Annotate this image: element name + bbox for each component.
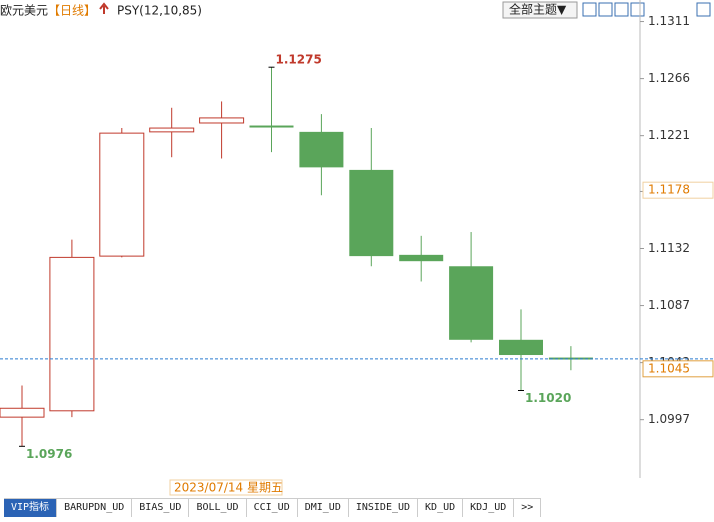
chart: 欧元美元 【日线】 PSY(12,10,85) 全部主题▼ 1.0997 1.10…	[0, 0, 714, 496]
tab[interactable]: KD_UD	[418, 499, 464, 517]
date-box	[169, 479, 283, 496]
tool-button[interactable]	[582, 2, 597, 17]
candle-body	[399, 254, 444, 262]
annotation-label: 1.1275	[276, 53, 322, 67]
candle-body	[199, 117, 245, 124]
y-tick-label: 1.1266	[648, 71, 690, 85]
y-tick-label: 1.0997	[648, 412, 690, 426]
annotation-label: 1.1020	[525, 391, 571, 405]
date-label: 2023/07/14 星期五	[174, 481, 283, 495]
tab[interactable]: CCI_UD	[247, 499, 298, 517]
cursor-box	[642, 181, 714, 199]
tab-bar: VIP指标 BARUPDN_UD BIAS_UD BOLL_UD CCI_UD DMI_U…	[4, 498, 542, 517]
y-tick-label: 1.1311	[648, 14, 690, 28]
y-tick-label: 1.1221	[648, 128, 690, 142]
candle-body	[0, 407, 45, 418]
candle-body	[99, 132, 145, 257]
arrow-icon	[99, 2, 109, 14]
period: 【日线】	[48, 4, 96, 18]
candle-body	[349, 169, 394, 257]
tool-button[interactable]	[696, 2, 711, 17]
tab[interactable]: INSIDE_UD	[349, 499, 419, 517]
candle-body	[449, 266, 494, 340]
y-tick-label: 1.1087	[648, 298, 690, 312]
tab[interactable]: KDJ_UD	[463, 499, 515, 517]
tool-button[interactable]	[598, 2, 613, 17]
tool-button[interactable]	[614, 2, 629, 17]
tab[interactable]: >>	[514, 499, 542, 517]
theme-text[interactable]: 全部主题▼	[509, 2, 567, 17]
price-box	[642, 360, 714, 378]
indicator: PSY(12,10,85)	[117, 4, 202, 18]
candle-body	[249, 125, 294, 128]
theme-dropdown[interactable]	[502, 1, 578, 19]
candle-body	[49, 256, 95, 412]
y-tick-label: 1.1132	[648, 241, 690, 255]
tab[interactable]: BARUPDN_UD	[57, 499, 133, 517]
tab[interactable]: VIP指标	[4, 499, 58, 517]
annotation-label: 1.0976	[26, 447, 72, 461]
symbol: 欧元美元	[0, 4, 48, 18]
candle-body	[149, 127, 195, 133]
tab[interactable]: DMI_UD	[298, 499, 349, 517]
tab[interactable]: BOLL_UD	[189, 499, 247, 517]
candle-body	[499, 339, 543, 356]
tab[interactable]: BIAS_UD	[132, 499, 190, 517]
price-label: 1.1045	[648, 361, 690, 375]
toolbar	[582, 2, 711, 17]
candle-body	[299, 131, 344, 168]
cursor-label: 1.1178	[648, 183, 690, 197]
tool-button[interactable]	[630, 2, 645, 17]
